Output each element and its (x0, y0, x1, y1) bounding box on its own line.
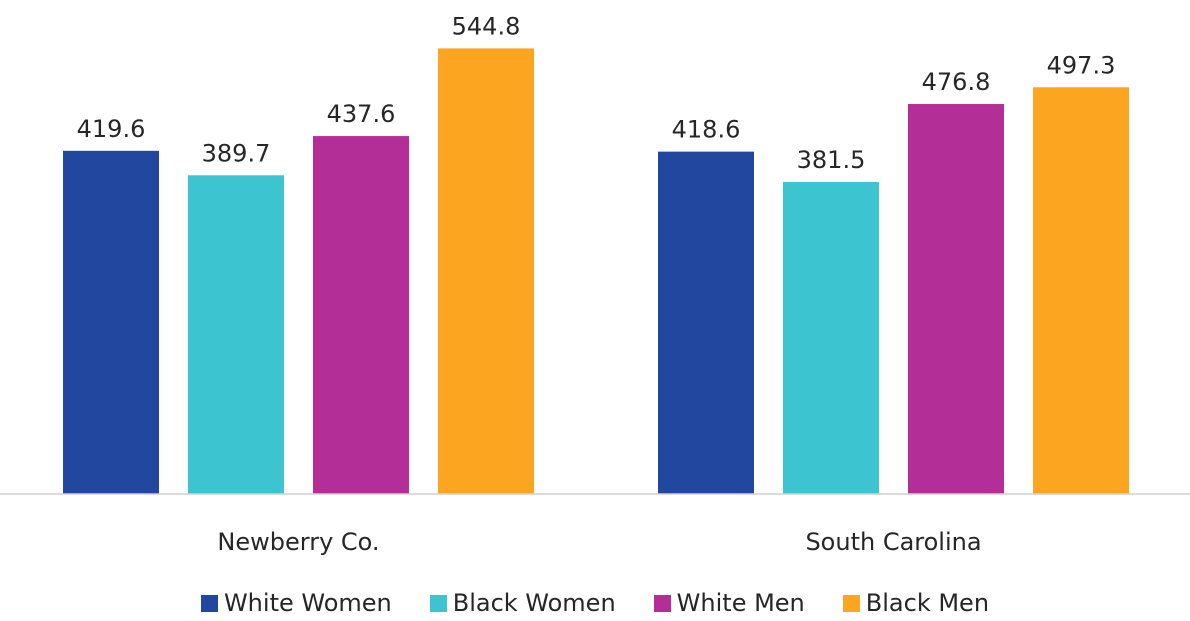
legend-swatch (429, 594, 447, 612)
data-label: 381.5 (797, 146, 866, 174)
category-labels-group: Newberry Co. South Carolina (217, 528, 981, 556)
bar-white-women-0 (63, 150, 159, 495)
category-label: Newberry Co. (217, 528, 379, 556)
data-label: 544.8 (452, 12, 521, 40)
category-label: South Carolina (805, 528, 981, 556)
bar-chart: 419.6 389.7 437.6 544.8 418.6 381.5 476.8 497.3… (0, 12, 1190, 556)
legend-label: Black Men (865, 589, 990, 617)
bar-white-men-0 (313, 136, 409, 494)
data-label: 418.6 (672, 116, 741, 144)
bar-black-men-1 (1033, 87, 1129, 494)
legend-label: Black Women (452, 589, 616, 617)
bar-black-men-0 (438, 48, 534, 494)
bar-white-women-1 (658, 151, 754, 494)
data-label: 497.3 (1047, 51, 1116, 79)
legend-item: Black Women (429, 589, 616, 617)
value-labels-group: 419.6 389.7 437.6 544.8 418.6 381.5 476.8 497.3 (77, 12, 1116, 174)
data-label: 437.6 (327, 100, 396, 128)
legend: White Women Black Women White Men Black Men (0, 585, 1190, 621)
legend-item: White Women (200, 589, 392, 617)
legend-item: White Men (653, 589, 805, 617)
legend-label: White Men (676, 589, 805, 617)
legend-swatch (842, 594, 860, 612)
bars-group (63, 48, 1129, 495)
bar-black-women-0 (188, 175, 284, 494)
data-label: 476.8 (922, 68, 991, 96)
legend-swatch (200, 594, 218, 612)
bar-white-men-1 (908, 104, 1004, 495)
data-label: 389.7 (202, 139, 271, 167)
bar-black-women-1 (783, 181, 879, 495)
legend-item: Black Men (842, 589, 990, 617)
data-label: 419.6 (77, 115, 146, 143)
legend-swatch (653, 594, 671, 612)
legend-label: White Women (223, 589, 392, 617)
